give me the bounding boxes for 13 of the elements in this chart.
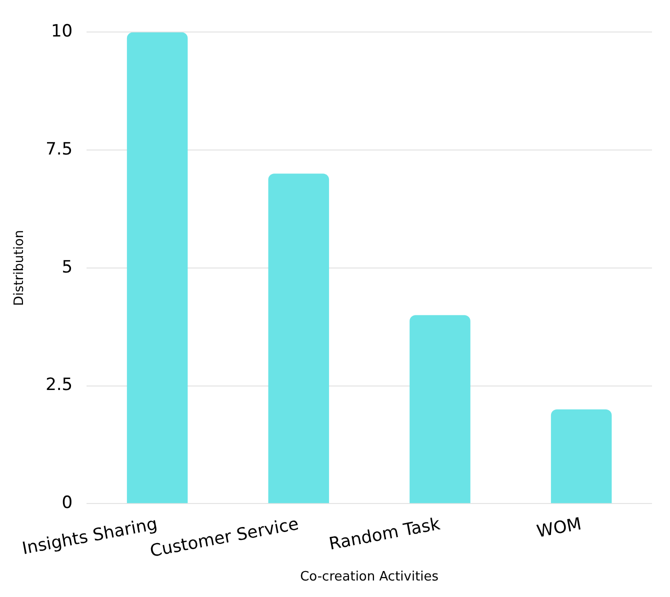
bar bbox=[550, 409, 612, 504]
bar bbox=[268, 174, 330, 504]
bar bbox=[126, 32, 188, 504]
y-tick-label: 0 bbox=[62, 493, 73, 514]
x-tick-label: WOM bbox=[535, 514, 584, 542]
y-tick-label: 2.5 bbox=[46, 375, 73, 396]
y-tick-label: 5 bbox=[62, 257, 73, 278]
x-tick-label: Random Task bbox=[327, 514, 442, 555]
x-axis-title: Co-creation Activities bbox=[300, 570, 439, 585]
y-axis-title: Distribution bbox=[12, 230, 28, 306]
bar bbox=[410, 315, 470, 504]
y-tick-label: 10 bbox=[50, 22, 73, 42]
y-tick-label: 7.5 bbox=[46, 139, 73, 160]
